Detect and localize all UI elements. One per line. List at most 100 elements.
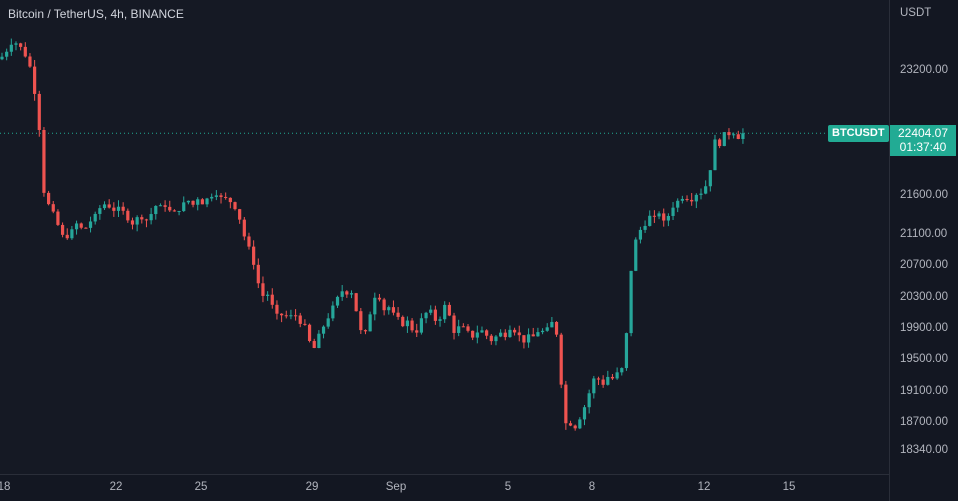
candle bbox=[638, 226, 643, 244]
candle bbox=[88, 216, 93, 233]
candle-body bbox=[289, 315, 293, 317]
candle-body bbox=[280, 313, 284, 316]
candle bbox=[606, 370, 610, 386]
candle bbox=[158, 203, 163, 207]
candle-body bbox=[485, 330, 489, 336]
candle bbox=[349, 290, 354, 299]
candle bbox=[51, 201, 55, 214]
candle bbox=[387, 305, 391, 315]
candle-body bbox=[233, 202, 237, 210]
candle bbox=[56, 209, 60, 227]
candle bbox=[116, 200, 121, 217]
candle-body bbox=[196, 199, 200, 205]
candle-body bbox=[373, 297, 377, 315]
candle bbox=[601, 375, 605, 388]
candle bbox=[359, 307, 363, 335]
candle-body bbox=[573, 425, 577, 429]
candle bbox=[513, 327, 517, 336]
price-tick-label: 18340.00 bbox=[900, 444, 948, 456]
candle-body bbox=[191, 200, 195, 205]
candle bbox=[592, 375, 596, 399]
candle-body bbox=[56, 211, 60, 225]
candle-body bbox=[704, 186, 708, 194]
candle bbox=[293, 309, 298, 321]
candle-body bbox=[349, 293, 354, 295]
candle-body bbox=[149, 214, 153, 221]
candle bbox=[531, 327, 535, 337]
candle-body bbox=[168, 206, 172, 211]
candle-body bbox=[568, 423, 573, 426]
candle-body bbox=[266, 294, 270, 296]
candle bbox=[377, 293, 382, 302]
candle bbox=[93, 211, 97, 225]
candle bbox=[5, 48, 9, 61]
candle bbox=[270, 288, 274, 309]
chart-plot-area[interactable]: Bitcoin / TetherUS, 4h, BINANCE BTCUSDT bbox=[0, 0, 889, 474]
candle bbox=[429, 305, 433, 316]
candle bbox=[252, 240, 256, 270]
candle bbox=[19, 42, 23, 51]
candle bbox=[289, 309, 293, 320]
candle bbox=[298, 312, 302, 328]
time-tick-label: 8 bbox=[588, 481, 596, 493]
candle-body bbox=[438, 319, 442, 321]
candle bbox=[736, 130, 740, 140]
candle bbox=[238, 208, 242, 224]
candle bbox=[480, 326, 484, 333]
candle-body bbox=[47, 192, 51, 205]
candle bbox=[545, 323, 549, 332]
candle-body bbox=[331, 305, 335, 319]
candle-body bbox=[648, 215, 652, 226]
candle-body bbox=[708, 170, 712, 187]
candle bbox=[317, 330, 321, 349]
candle bbox=[303, 319, 307, 326]
candle-body bbox=[14, 43, 18, 45]
candle bbox=[210, 193, 214, 202]
candle-body bbox=[126, 210, 130, 221]
candle-body bbox=[457, 326, 461, 333]
candle-body bbox=[303, 323, 307, 325]
candle-body bbox=[540, 330, 545, 333]
candle bbox=[107, 199, 111, 209]
candle-body bbox=[587, 393, 591, 408]
candle-body bbox=[247, 236, 251, 247]
candle-body bbox=[578, 419, 582, 429]
candle-body bbox=[377, 297, 382, 300]
price-axis[interactable]: USDT 23200.00 21600.00 21100.00 20700.00 203… bbox=[889, 0, 958, 501]
candle-body bbox=[522, 335, 526, 343]
candle bbox=[578, 417, 582, 430]
price-tick-label: 21100.00 bbox=[900, 228, 948, 241]
candle bbox=[23, 42, 27, 58]
candle bbox=[228, 197, 232, 209]
candle-body bbox=[177, 211, 181, 213]
candle-body bbox=[98, 208, 102, 214]
candle bbox=[163, 200, 167, 212]
candle bbox=[732, 132, 736, 139]
candle-body bbox=[9, 44, 13, 52]
time-tick-label: 18 bbox=[0, 481, 11, 493]
candle bbox=[415, 323, 419, 337]
candle-body bbox=[550, 321, 554, 328]
candle-body bbox=[65, 234, 69, 239]
last-price-badge: 22404.07 01:37:40 bbox=[890, 125, 956, 157]
candle-body bbox=[503, 332, 507, 338]
candle-body bbox=[643, 225, 647, 230]
candle-body bbox=[671, 207, 675, 216]
time-axis[interactable]: 18 22 25 29 Sep 5 8 12 15 bbox=[0, 474, 889, 501]
candle bbox=[540, 328, 545, 335]
candle-body bbox=[23, 46, 27, 57]
symbol-badge: BTCUSDT bbox=[828, 125, 889, 143]
candle bbox=[149, 207, 153, 225]
candle-body bbox=[317, 333, 321, 348]
candle bbox=[694, 193, 698, 209]
price-tick-label: 21600.00 bbox=[900, 189, 948, 202]
candle-body bbox=[401, 316, 405, 327]
candle bbox=[648, 210, 652, 227]
candle bbox=[340, 285, 344, 301]
candle-body bbox=[242, 219, 246, 237]
time-tick-label: 25 bbox=[194, 481, 208, 493]
candle-body bbox=[741, 133, 745, 139]
candle bbox=[419, 313, 423, 335]
candle bbox=[242, 216, 246, 241]
candle bbox=[182, 196, 186, 213]
